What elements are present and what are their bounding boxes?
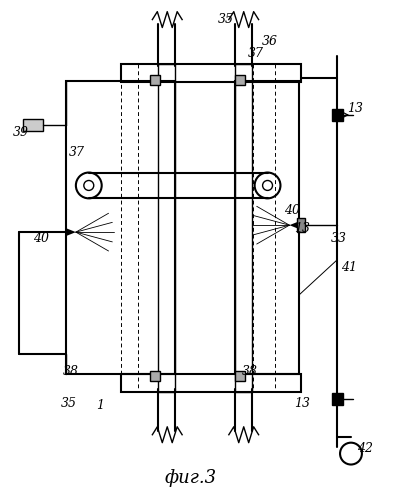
Bar	[23, 119, 43, 131]
Bar	[235, 81, 299, 374]
Bar	[235, 75, 245, 85]
Text: 40: 40	[33, 232, 49, 244]
Polygon shape	[332, 109, 343, 121]
Bar	[297, 218, 305, 232]
Bar	[150, 75, 160, 85]
Bar	[150, 371, 160, 381]
Text: 13: 13	[294, 222, 310, 234]
Polygon shape	[332, 393, 343, 405]
Bar	[121, 374, 301, 392]
Text: 37: 37	[248, 47, 264, 60]
Polygon shape	[66, 228, 76, 236]
Text: 36: 36	[262, 35, 277, 48]
Text: фиг.3: фиг.3	[164, 470, 216, 488]
Text: 13: 13	[294, 398, 310, 410]
Text: 38: 38	[63, 364, 79, 378]
Polygon shape	[290, 221, 299, 229]
Bar	[235, 371, 245, 381]
Text: 40: 40	[284, 204, 301, 217]
Text: 1: 1	[96, 400, 104, 412]
Bar	[66, 81, 175, 374]
Text: 33: 33	[331, 232, 347, 244]
Bar	[121, 64, 301, 82]
Bar	[235, 64, 252, 392]
Text: 42: 42	[357, 442, 373, 455]
Text: 35: 35	[218, 13, 234, 26]
Text: 39: 39	[13, 126, 29, 140]
Text: 38: 38	[242, 364, 258, 378]
Text: 35: 35	[61, 398, 77, 410]
Text: 13: 13	[347, 102, 363, 116]
Bar	[158, 64, 175, 392]
Text: 37: 37	[69, 146, 85, 159]
Text: 41: 41	[341, 262, 357, 274]
